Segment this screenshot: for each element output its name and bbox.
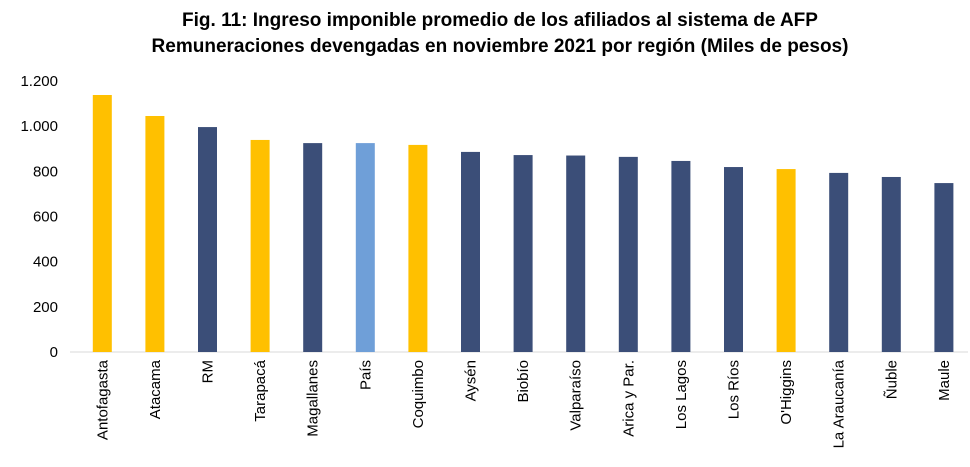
x-tick-label: Maule bbox=[936, 360, 953, 401]
bar bbox=[724, 167, 743, 352]
x-tick-label: Aysén bbox=[463, 360, 480, 401]
bar bbox=[92, 95, 112, 353]
y-tick-label: 600 bbox=[33, 209, 58, 226]
bar bbox=[566, 155, 586, 352]
y-tick-label: 1.000 bbox=[20, 118, 58, 135]
y-tick-label: 0 bbox=[50, 344, 58, 361]
x-tick-label: Ñuble bbox=[883, 360, 900, 399]
bar bbox=[303, 143, 323, 352]
y-tick-label: 200 bbox=[33, 299, 58, 316]
x-tick-label: Magallanes bbox=[305, 360, 322, 437]
bar bbox=[461, 151, 480, 352]
bar bbox=[934, 183, 954, 352]
bar bbox=[408, 144, 428, 352]
bar bbox=[198, 127, 217, 352]
bar bbox=[250, 139, 270, 352]
x-tick-label: La Araucanía bbox=[831, 359, 848, 448]
bar bbox=[776, 169, 796, 352]
x-tick-label: Arica y Par. bbox=[620, 360, 637, 437]
bar bbox=[618, 156, 638, 352]
x-tick-label: País bbox=[357, 360, 374, 390]
x-tick-label: Tarapacá bbox=[252, 359, 269, 421]
x-tick-label: Valparaíso bbox=[568, 360, 585, 431]
x-tick-label: Biobío bbox=[515, 360, 532, 403]
bar bbox=[355, 143, 375, 352]
y-tick-label: 1.200 bbox=[20, 73, 58, 90]
bar bbox=[145, 116, 165, 352]
chart-subtitle: Remuneraciones devengadas en noviembre 2… bbox=[152, 36, 849, 57]
chart-title: Fig. 11: Ingreso imponible promedio de l… bbox=[182, 10, 818, 31]
bar bbox=[829, 172, 849, 352]
x-tick-label: Los Lagos bbox=[673, 360, 690, 429]
x-tick-label: RM bbox=[200, 360, 217, 383]
x-tick-label: Antofagasta bbox=[94, 359, 111, 440]
x-tick-label: Los Ríos bbox=[726, 360, 743, 419]
x-tick-label: Coquimbo bbox=[410, 360, 427, 428]
bar bbox=[671, 160, 691, 352]
y-tick-label: 800 bbox=[33, 163, 58, 180]
y-tick-label: 400 bbox=[33, 254, 58, 271]
bar bbox=[513, 155, 533, 352]
x-tick-label: Atacama bbox=[147, 359, 164, 419]
x-tick-label: O'Higgins bbox=[778, 360, 795, 425]
bar bbox=[881, 176, 901, 352]
